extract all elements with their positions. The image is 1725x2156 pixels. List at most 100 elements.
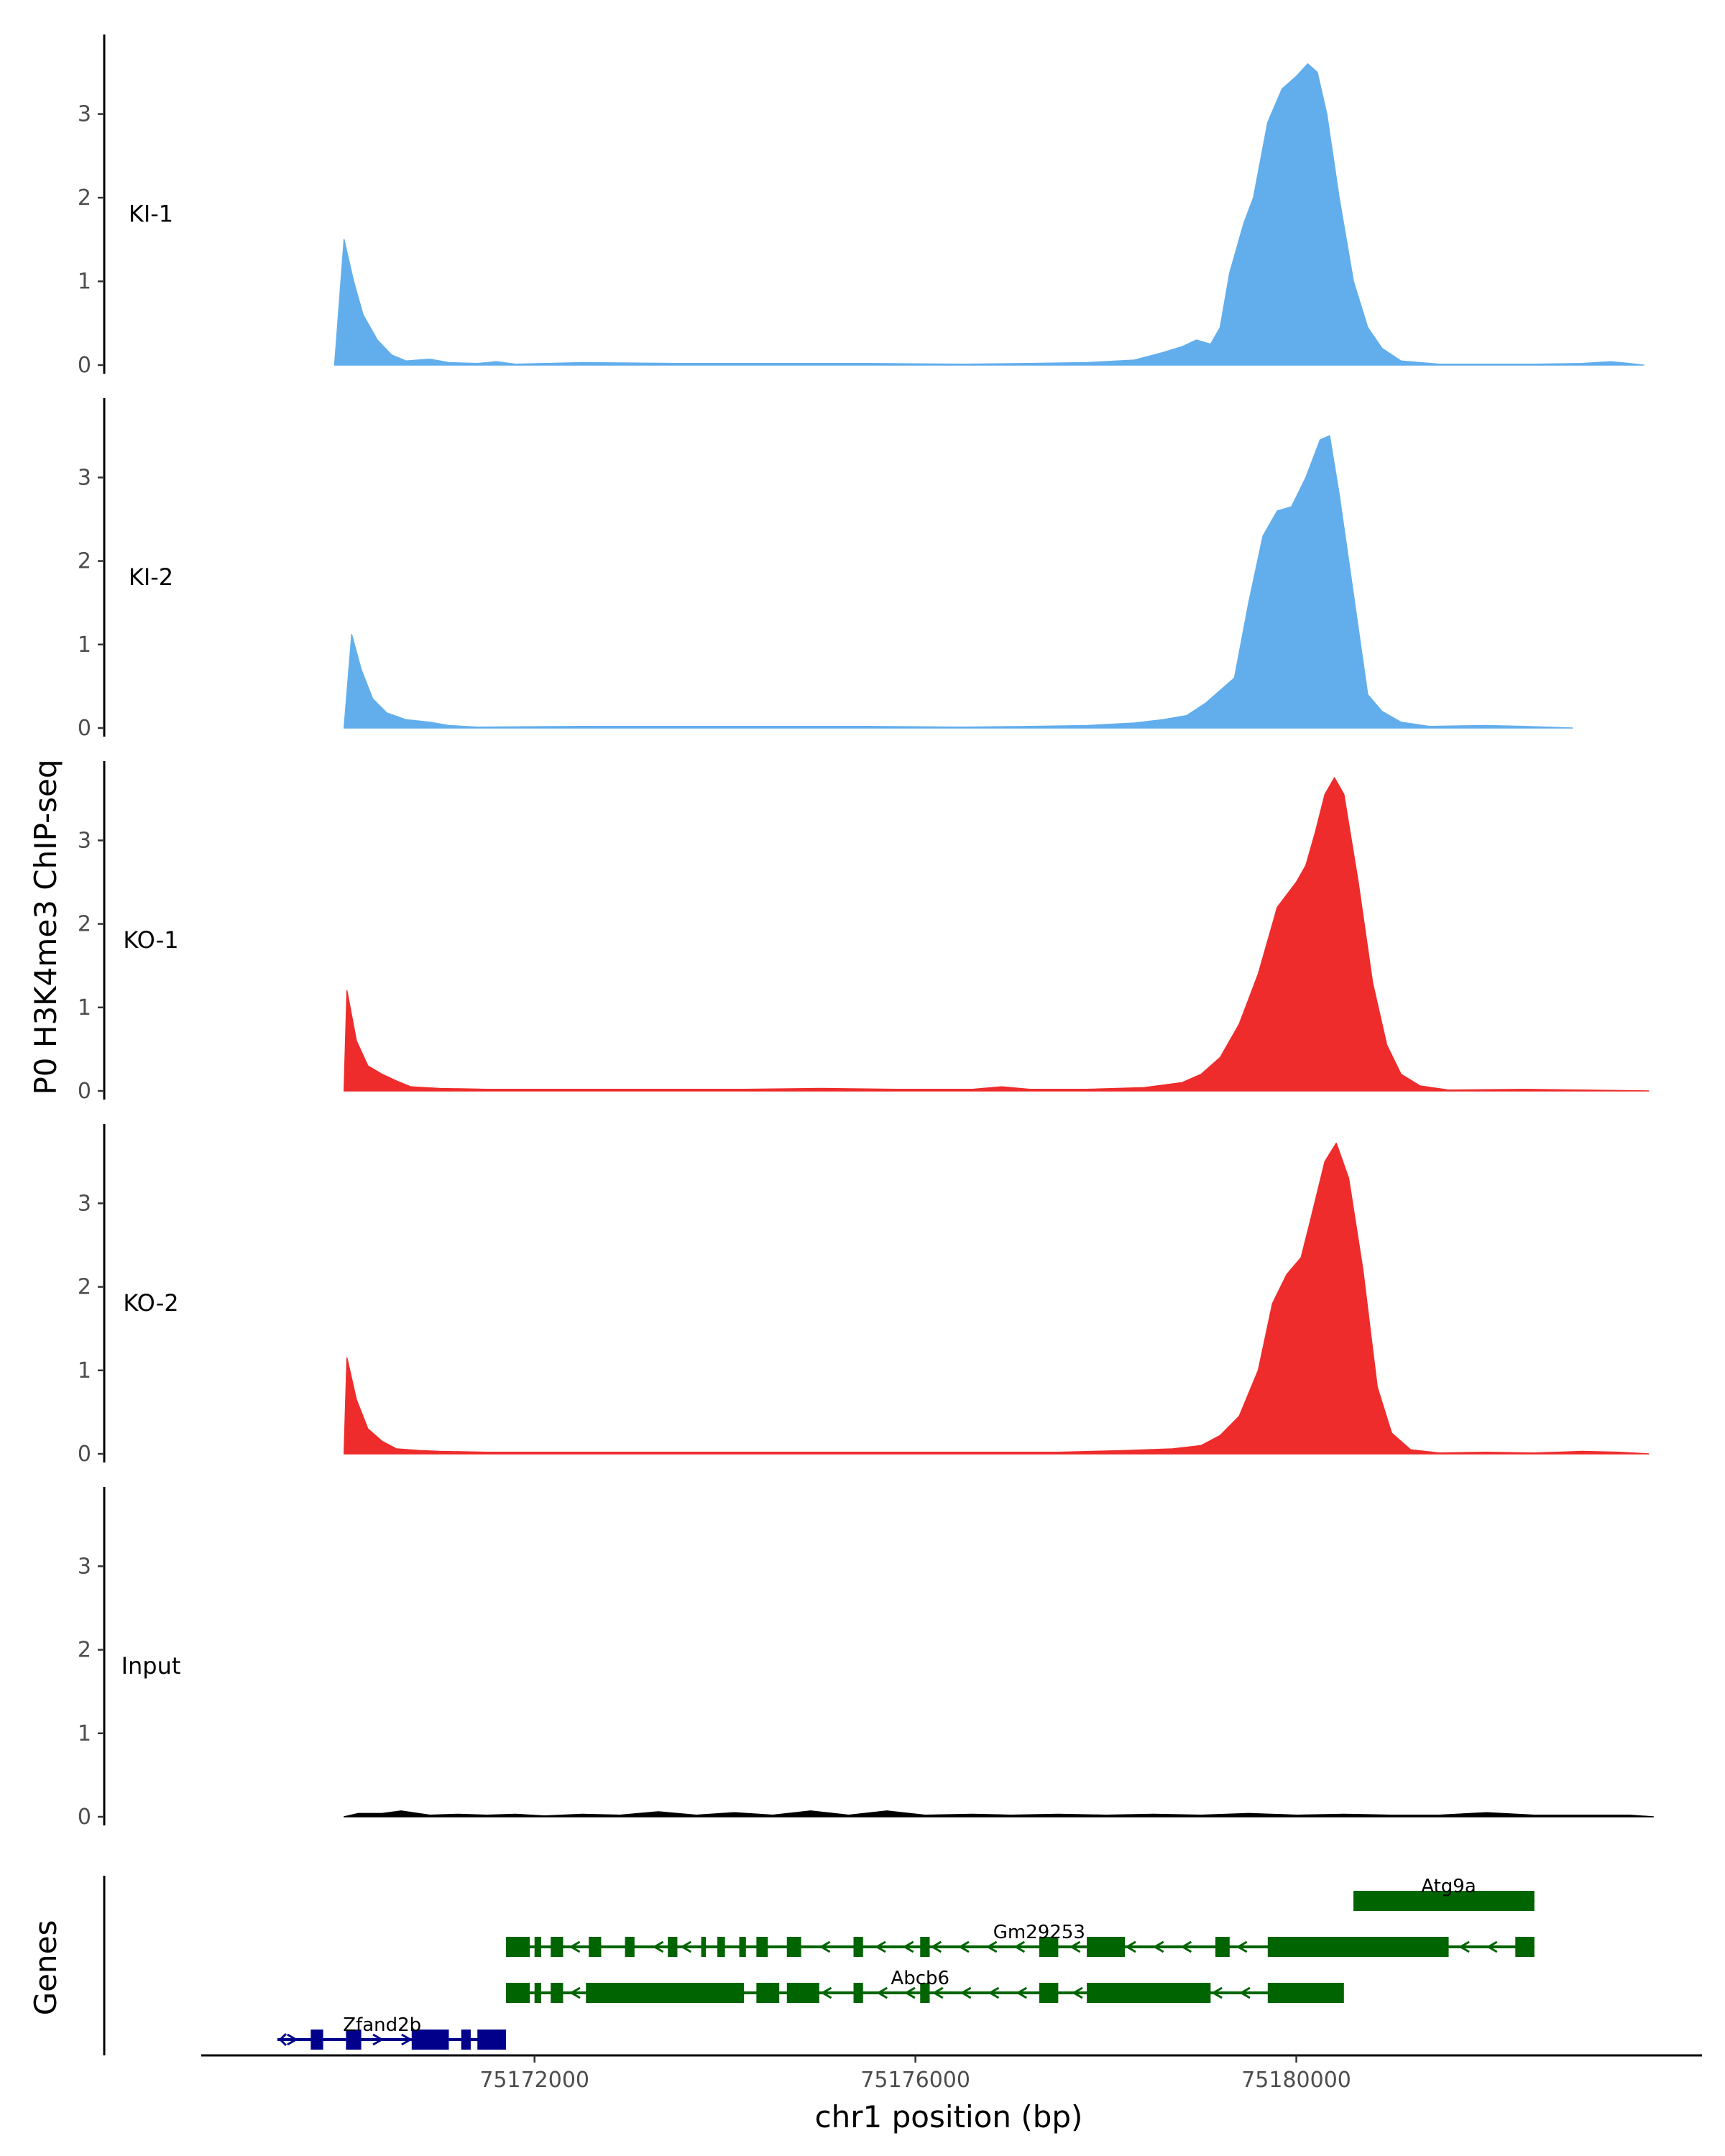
exon	[505, 1937, 530, 1957]
exon	[1087, 1983, 1211, 2003]
strand-arrow	[1239, 1986, 1251, 1999]
x-axis: 75172000 75176000 75180000	[201, 2054, 1702, 2093]
exon	[534, 1983, 541, 2003]
exon	[1215, 1937, 1230, 1957]
y-tick-label: 3	[78, 828, 91, 853]
y-tick-label: 1	[78, 1721, 91, 1746]
gene-zfand2b: Zfand2b	[277, 2014, 506, 2050]
strand-arrow	[904, 1986, 916, 1999]
exon	[534, 1937, 541, 1957]
coverage-area	[343, 1810, 1655, 1818]
exon	[586, 1983, 745, 2003]
y-tick-label: 3	[78, 1554, 91, 1579]
strand-arrow	[1125, 1940, 1136, 1953]
exon	[551, 1937, 564, 1957]
strand-arrow	[1486, 1940, 1498, 1953]
exon	[1039, 1937, 1059, 1957]
strand-arrow	[401, 2033, 413, 2046]
coverage-tracks: 0 1 2 3 KI-1 0 1 2 3 KI-2 0 1 2 3 KO-1 0 1 2 3 KO-2 0 1 2 3 Inpu…	[78, 34, 1655, 1830]
y-tick-label: 0	[78, 353, 91, 378]
track-label: Input	[121, 1652, 181, 1680]
exon	[756, 1983, 780, 2003]
y-tick-label: 0	[78, 1442, 91, 1467]
strand-arrow	[988, 1986, 1000, 1999]
exon	[739, 1937, 746, 1957]
y-tick-label: 0	[78, 1805, 91, 1830]
track-ki-1: 0 1 2 3 KI-1	[78, 34, 1644, 378]
strand-arrow	[372, 2033, 385, 2046]
strand-arrow	[902, 1940, 914, 1953]
strand-arrow	[985, 1940, 998, 1953]
exon	[853, 1983, 863, 2003]
strand-arrow	[1458, 1940, 1470, 1953]
strand-arrow	[287, 2033, 298, 2046]
strand-arrow	[960, 1986, 972, 1999]
y-tick-label: 2	[78, 549, 91, 574]
y-tick-label: 1	[78, 1358, 91, 1383]
strand-arrow	[1211, 1986, 1223, 1999]
coverage-area	[334, 63, 1644, 366]
exon	[1039, 1983, 1059, 2003]
track-label: KO-2	[123, 1289, 178, 1317]
track-input: 0 1 2 3 Input	[78, 1487, 1655, 1830]
strand-arrow	[680, 1940, 692, 1953]
y-tick-label: 2	[78, 1638, 91, 1663]
exon	[853, 1937, 863, 1957]
y-tick-label: 1	[78, 995, 91, 1021]
coverage-area	[343, 1142, 1650, 1455]
strand-end-arrow	[278, 2032, 288, 2047]
gene-abcb6: Abcb6	[505, 1968, 1344, 2003]
coverage-area	[343, 777, 1650, 1092]
exon	[505, 1983, 530, 2003]
exon	[717, 1937, 725, 1957]
y-tick-label: 0	[78, 716, 91, 741]
x-axis-title: chr1 position (bp)	[815, 2099, 1083, 2134]
exon	[346, 2030, 362, 2050]
gene-atg9a: Atg9a	[1353, 1876, 1535, 1911]
exon	[1353, 1891, 1535, 1911]
strand-arrow	[875, 1940, 886, 1953]
strand-arrow	[1180, 1940, 1192, 1953]
y-tick-label: 3	[78, 465, 91, 490]
y-tick-label: 2	[78, 185, 91, 211]
track-label: KI-2	[129, 563, 173, 591]
genes-axis-title: Genes	[28, 1920, 63, 2016]
strand-arrow	[930, 1940, 942, 1953]
track-ko-2: 0 1 2 3 KO-2	[78, 1124, 1650, 1467]
strand-arrow	[652, 1940, 664, 1953]
y-tick-label: 2	[78, 1275, 91, 1300]
exon	[756, 1937, 768, 1957]
x-tick-label: 75176000	[860, 2068, 970, 2093]
y-tick-label: 2	[78, 912, 91, 937]
y-axis-title: P0 H3K4me3 ChIP-seq	[28, 759, 63, 1095]
y-tick-label: 3	[78, 1191, 91, 1216]
exon	[1087, 1937, 1126, 1957]
exon	[461, 2030, 471, 2050]
strand-arrow	[819, 1940, 831, 1953]
strand-arrow	[932, 1986, 944, 1999]
exon	[701, 1937, 707, 1957]
y-tick-label: 1	[78, 270, 91, 295]
strand-arrow	[958, 1940, 970, 1953]
y-tick-label: 3	[78, 102, 91, 127]
strand-arrow	[820, 1986, 832, 1999]
exon	[589, 1937, 602, 1957]
x-tick-label: 75172000	[479, 2068, 589, 2093]
gene-label: Zfand2b	[343, 2014, 421, 2036]
strand-arrow	[1069, 1940, 1081, 1953]
track-label: KO-1	[123, 926, 178, 954]
track-label: KI-1	[129, 200, 173, 227]
exon	[1515, 1937, 1535, 1957]
exon	[786, 1983, 819, 2003]
strand-arrow	[1152, 1940, 1164, 1953]
exon	[786, 1937, 801, 1957]
gene-label: Abcb6	[891, 1968, 949, 1989]
exon	[551, 1983, 564, 2003]
gene-label: Gm29253	[993, 1922, 1085, 1943]
gene-label: Atg9a	[1421, 1876, 1476, 1897]
track-ki-2: 0 1 2 3 KI-2	[78, 398, 1573, 741]
track-ko-1: 0 1 2 3 KO-1	[78, 761, 1650, 1104]
strand-arrow	[1072, 1986, 1083, 1999]
strand-arrow	[1236, 1940, 1248, 1953]
